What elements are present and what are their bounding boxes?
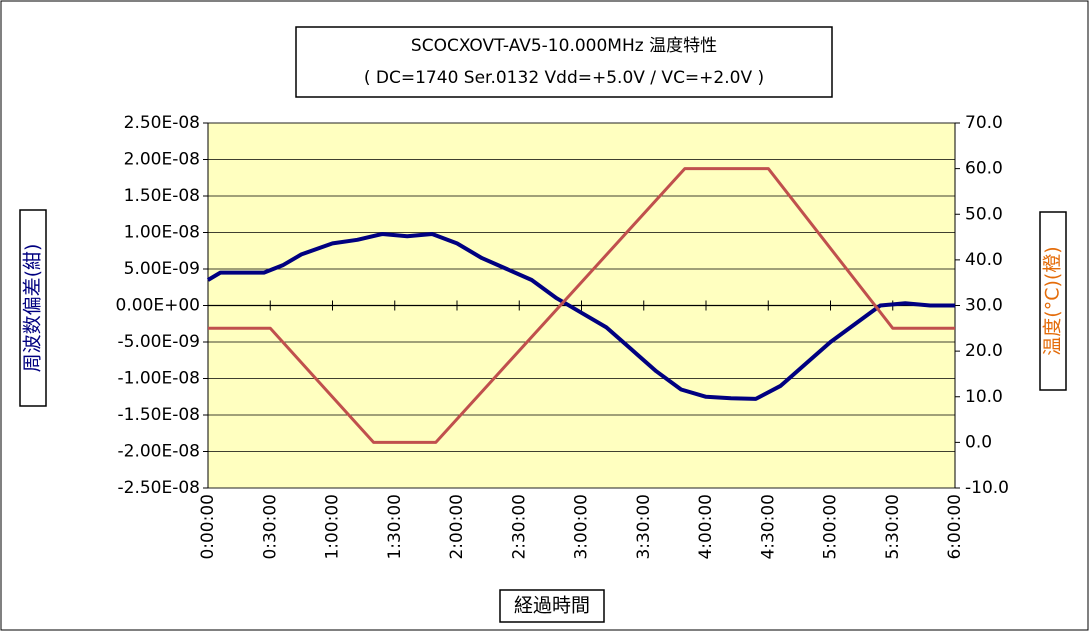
y-tick-label: -2.50E-08 — [118, 478, 201, 498]
y2-tick-label: 60.0 — [965, 159, 1003, 179]
y-tick-label: 5.00E-09 — [124, 259, 200, 279]
x-tick-label: 2:30:00 — [509, 494, 529, 560]
y-tick-label: 1.00E-08 — [124, 223, 200, 243]
y-tick-label: -2.00E-08 — [118, 442, 201, 462]
y2-tick-label: 20.0 — [965, 341, 1003, 361]
y2-tick-label: 40.0 — [965, 250, 1003, 270]
y-tick-label: -1.50E-08 — [118, 405, 201, 425]
y-tick-label: 0.00E+00 — [116, 296, 200, 316]
y-tick-label: 1.50E-08 — [124, 186, 200, 206]
y2-tick-label: 50.0 — [965, 204, 1003, 224]
y2-tick-label: -10.0 — [965, 478, 1009, 498]
x-axis-label: 経過時間 — [514, 595, 590, 617]
y-tick-label: -5.00E-09 — [118, 332, 201, 352]
chart-title: SCOCXOVT-AV5-10.000MHz 温度特性 — [411, 36, 717, 56]
y-tick-label: 2.50E-08 — [124, 113, 200, 133]
y2-axis-label: 温度(°C)(橙) — [1042, 246, 1064, 355]
x-tick-label: 0:00:00 — [198, 494, 218, 560]
x-tick-label: 6:00:00 — [945, 494, 965, 560]
x-tick-label: 0:30:00 — [260, 494, 280, 560]
x-tick-label: 1:30:00 — [385, 494, 405, 560]
y2-label-box — [1039, 211, 1067, 391]
x-tick-label: 5:00:00 — [821, 494, 841, 560]
y-tick-label: -1.00E-08 — [118, 369, 201, 389]
title-box — [295, 26, 833, 98]
x-tick-label: 4:00:00 — [696, 494, 716, 560]
x-label-box — [499, 589, 605, 623]
x-tick-label: 4:30:00 — [758, 494, 778, 560]
y-tick-label: 2.00E-08 — [124, 150, 200, 170]
x-tick-label: 2:00:00 — [447, 494, 467, 560]
y-label-box — [19, 209, 47, 407]
series-line — [208, 167, 955, 444]
y-axis-label: 周波数偏差(紺) — [22, 244, 44, 373]
x-tick-label: 3:00:00 — [572, 494, 592, 560]
y2-tick-label: 10.0 — [965, 387, 1003, 407]
series-line — [206, 232, 955, 401]
x-tick-label: 5:30:00 — [883, 494, 903, 560]
y2-tick-label: 30.0 — [965, 296, 1003, 316]
y2-tick-label: 70.0 — [965, 113, 1003, 133]
chart-subtitle: ( DC=1740 Ser.0132 Vdd=+5.0V / VC=+2.0V … — [364, 68, 764, 88]
x-tick-label: 3:30:00 — [634, 494, 654, 560]
x-tick-label: 1:00:00 — [323, 494, 343, 560]
y2-tick-label: 0.0 — [965, 432, 992, 452]
